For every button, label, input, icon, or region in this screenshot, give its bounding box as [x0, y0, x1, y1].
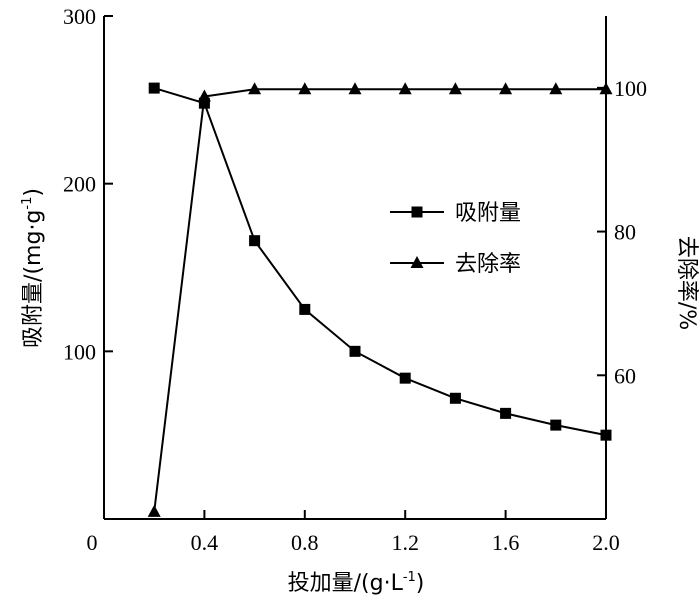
removal-point [448, 82, 462, 95]
right-y-tick-label: 100 [614, 76, 647, 101]
left-y-axis-title-end: ) [21, 188, 46, 197]
adsorption-point [449, 392, 461, 404]
removal-point [499, 82, 513, 95]
ticks: 0 0.4 0.8 1.2 1.6 2.0 100 200 300 60 80 100 [63, 4, 647, 555]
left-y-tick-label: 100 [63, 339, 96, 364]
x-tick-label: 1.6 [492, 530, 520, 555]
adsorption-point [550, 419, 562, 431]
adsorption-point [148, 82, 160, 94]
adsorption-point [299, 303, 311, 315]
removal-point [147, 504, 161, 517]
x-axis-title-sup: -1 [403, 570, 416, 585]
legend: 吸附量 去除率 [390, 201, 521, 277]
removal-line [153, 88, 606, 512]
removal-point [398, 82, 412, 95]
legend-label-removal: 去除率 [455, 252, 521, 277]
adsorption-point [600, 429, 612, 441]
series-layer [147, 82, 613, 517]
x-axis-title: 投加量/(g·L-1) [288, 570, 425, 596]
adsorption-point [500, 407, 512, 419]
x-tick-label: 0.4 [191, 530, 219, 555]
adsorption-point [349, 345, 361, 357]
left-y-axis-title: 吸附量/(mg·g-1) [20, 188, 46, 348]
legend-triangle-marker [410, 256, 424, 268]
removal-point [248, 82, 262, 95]
left-y-axis-title-main: 吸附量/(mg·g [21, 210, 46, 348]
legend-square-marker [411, 206, 423, 218]
removal-point [599, 82, 613, 95]
x-tick-label: 0.8 [291, 530, 319, 555]
right-y-axis-title: 去除率/% [674, 236, 699, 330]
right-y-tick-label: 80 [614, 220, 636, 245]
removal-point [298, 82, 312, 95]
x-axis-title-main: 投加量/(g·L [288, 571, 404, 596]
left-y-tick-label: 300 [63, 4, 96, 29]
left-y-axis-title-sup: -1 [20, 197, 35, 210]
adsorption-point [249, 235, 261, 247]
removal-point [197, 89, 211, 102]
left-y-tick-label: 200 [63, 172, 96, 197]
x-axis-title-end: ) [416, 571, 425, 596]
right-y-tick-label: 60 [614, 363, 636, 388]
x-tick-label: 0 [87, 530, 98, 555]
removal-point [549, 82, 563, 95]
x-tick-label: 2.0 [592, 530, 620, 555]
adsorption-line [153, 87, 607, 437]
removal-point [348, 82, 362, 95]
legend-label-adsorption: 吸附量 [455, 201, 521, 226]
adsorption-point [399, 372, 411, 384]
x-tick-label: 1.2 [391, 530, 419, 555]
